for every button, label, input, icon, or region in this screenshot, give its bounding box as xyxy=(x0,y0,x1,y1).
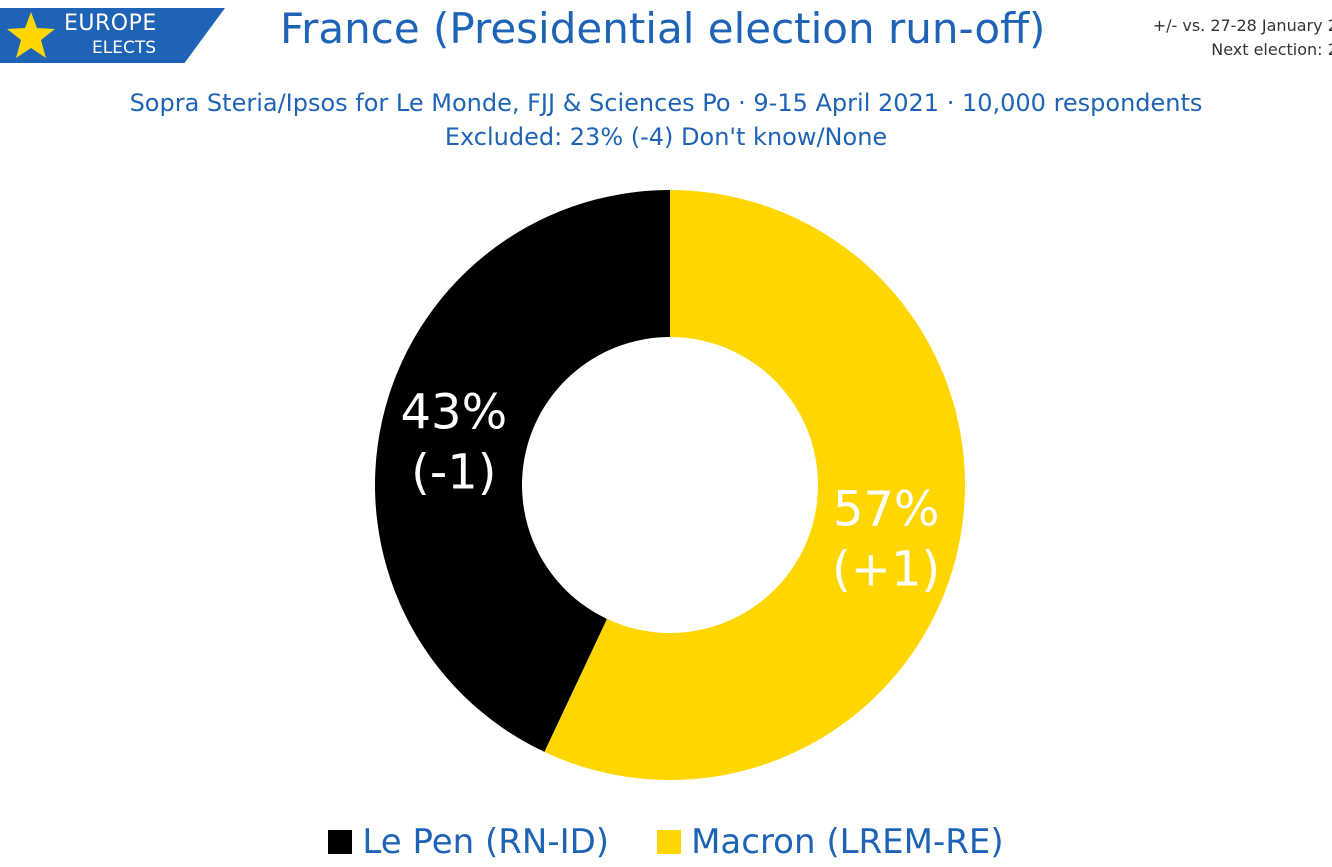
comparison-note-line2: Next election: 20 xyxy=(1211,40,1332,59)
legend-label-macron: Macron (LREM-RE) xyxy=(691,822,1004,862)
slice-change-label-macron: (+1) xyxy=(832,541,940,597)
logo-text-europe: EUROPE xyxy=(64,11,157,36)
slice-value-label-le: 43% xyxy=(400,385,507,441)
chart-subtitle: Sopra Steria/Ipsos for Le Monde, FJJ & S… xyxy=(0,86,1332,154)
comparison-note: +/- vs. 27-28 January 20 Next election: … xyxy=(1153,14,1332,62)
slice-le xyxy=(375,190,670,752)
comparison-note-line1: +/- vs. 27-28 January 20 xyxy=(1152,16,1332,35)
subtitle-line2: Excluded: 23% (-4) Don't know/None xyxy=(444,123,888,151)
legend-swatch-lepen xyxy=(328,830,353,854)
slice-value-label-macron: 57% xyxy=(833,481,940,537)
legend-swatch-macron xyxy=(657,830,682,854)
legend-item-macron: Macron (LREM-RE) xyxy=(657,822,1004,862)
star-icon xyxy=(7,12,55,58)
slice-change-label-le: (-1) xyxy=(411,445,496,501)
subtitle-line1: Sopra Steria/Ipsos for Le Monde, FJJ & S… xyxy=(129,89,1203,117)
donut-chart: 57%(+1) 43%(-1) xyxy=(375,190,966,780)
legend-item-lepen: Le Pen (RN-ID) xyxy=(328,822,609,862)
legend-label-lepen: Le Pen (RN-ID) xyxy=(362,822,610,862)
chart-title: France (Presidential election run-off) xyxy=(280,4,1046,53)
slice-macron xyxy=(544,190,966,780)
europe-elects-logo: EUROPE ELECTS xyxy=(0,8,225,63)
chart-legend: Le Pen (RN-ID) Macron (LREM-RE) xyxy=(0,822,1332,862)
logo-text-elects: ELECTS xyxy=(92,38,156,58)
